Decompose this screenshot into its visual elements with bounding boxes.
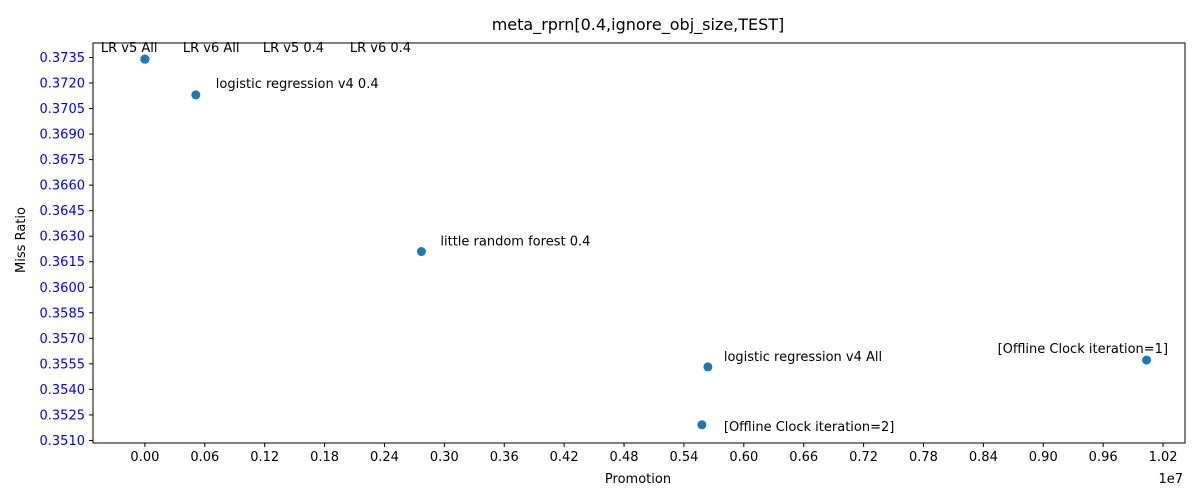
point-annotation: LR v5 All	[101, 41, 158, 56]
point-annotation: LR v5 0.4	[263, 41, 324, 56]
scatter-point	[697, 420, 707, 430]
x-tick-label: 0.48	[610, 450, 639, 465]
y-tick-label: 0.3540	[40, 383, 86, 398]
point-annotation: [Offline Clock iteration=2]	[724, 420, 894, 435]
point-annotation: logistic regression v4 All	[724, 350, 882, 365]
y-tick-label: 0.3570	[40, 332, 86, 347]
y-tick-label: 0.3615	[40, 255, 86, 270]
x-tick-label: 0.84	[969, 450, 998, 465]
x-tick-label: 0.66	[789, 450, 818, 465]
x-tick-label: 0.60	[729, 450, 758, 465]
scatter-point	[1142, 355, 1152, 365]
x-tick-label: 0.24	[370, 450, 399, 465]
y-tick-label: 0.3690	[40, 128, 86, 143]
x-tick-label: 0.54	[669, 450, 698, 465]
x-tick-label: 0.42	[550, 450, 579, 465]
point-annotations: LR v5 All LR v6 All LR v5 0.4 LR v6 0.4 logi…	[101, 41, 1168, 435]
y-tick-label: 0.3555	[40, 357, 86, 372]
x-tick-label: 0.36	[490, 450, 519, 465]
y-tick-label: 0.3600	[40, 281, 86, 296]
point-annotation: little random forest 0.4	[440, 235, 590, 250]
x-tick-label: 0.78	[909, 450, 938, 465]
scatter-point	[703, 362, 713, 372]
point-annotation: [Offline Clock iteration=1]	[998, 342, 1168, 357]
y-tick-label: 0.3525	[40, 408, 86, 423]
y-tick-label: 0.3720	[40, 77, 86, 92]
scatter-point	[140, 54, 150, 64]
data-points	[140, 54, 1152, 430]
point-annotation: LR v6 0.4	[350, 41, 411, 56]
y-axis-label: Miss Ratio	[14, 207, 29, 273]
y-tick-label: 0.3645	[40, 204, 86, 219]
y-tick-label: 0.3585	[40, 306, 86, 321]
y-tick-label: 0.3660	[40, 179, 86, 194]
y-tick-label: 0.3705	[40, 102, 86, 117]
chart-title: meta_rprn[0.4,ignore_obj_size,TEST]	[492, 15, 785, 35]
x-tick-label: 0.72	[849, 450, 878, 465]
y-tick-label: 0.3735	[40, 51, 86, 66]
axis-ticks: 0.00 0.06 0.12 0.18 0.24 0.30 0.36 0.42 0.48 0.54…	[40, 51, 1178, 465]
x-tick-label: 0.00	[130, 450, 159, 465]
plot-frame	[92, 42, 1186, 444]
x-tick-label: 0.06	[190, 450, 219, 465]
x-tick-label: 0.18	[310, 450, 339, 465]
x-tick-label: 0.90	[1029, 450, 1058, 465]
point-annotation: logistic regression v4 0.4	[216, 77, 379, 92]
x-tick-label: 1.02	[1149, 450, 1178, 465]
y-tick-label: 0.3630	[40, 230, 86, 245]
plot-axes	[92, 42, 1186, 444]
x-tick-label: 0.30	[430, 450, 459, 465]
x-axis-offset-label: 1e7	[1158, 472, 1183, 487]
x-tick-label: 0.12	[250, 450, 279, 465]
x-tick-label: 0.96	[1089, 450, 1118, 465]
scatter-point	[416, 247, 426, 257]
point-annotation: LR v6 All	[183, 41, 240, 56]
scatter-point	[191, 90, 201, 100]
y-tick-label: 0.3510	[40, 434, 86, 449]
x-axis-label: Promotion	[605, 472, 671, 487]
y-tick-label: 0.3675	[40, 153, 86, 168]
